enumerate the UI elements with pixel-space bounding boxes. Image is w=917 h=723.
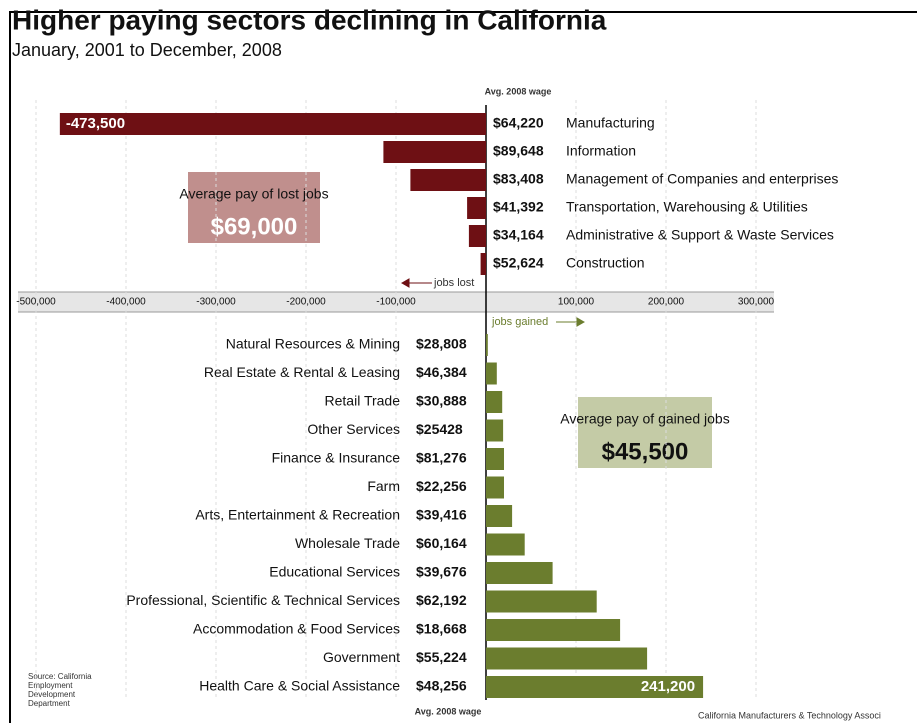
category-label: Real Estate & Rental & Leasing bbox=[204, 364, 400, 380]
wage-label: $34,164 bbox=[493, 227, 544, 243]
category-label: Health Care & Social Assistance bbox=[199, 678, 400, 694]
bar bbox=[486, 533, 525, 556]
x-tick-label: -200,000 bbox=[286, 297, 326, 308]
source: Source: California Employment Developmen… bbox=[28, 672, 92, 708]
category-label: Professional, Scientific & Technical Ser… bbox=[126, 592, 400, 608]
wage-label: $30,888 bbox=[416, 393, 467, 409]
wage-header: Avg. 2008 wage bbox=[415, 706, 482, 716]
credit: California Manufacturers & Technology As… bbox=[698, 710, 881, 720]
x-tick-label: -400,000 bbox=[106, 297, 146, 308]
wage-label: $41,392 bbox=[493, 199, 544, 215]
lost-box-value: $69,000 bbox=[211, 213, 298, 240]
bar bbox=[486, 362, 497, 385]
bar bbox=[486, 676, 704, 698]
wage-label: $18,668 bbox=[416, 621, 467, 637]
value-label: -473,500 bbox=[66, 115, 125, 132]
source-box: Source: California Employment Developmen… bbox=[28, 672, 92, 708]
bar bbox=[486, 334, 488, 356]
bar bbox=[486, 476, 504, 499]
category-label: Transportation, Warehousing & Utilities bbox=[566, 199, 808, 215]
bar bbox=[486, 647, 648, 670]
gained-arrow bbox=[556, 317, 586, 327]
x-tick-label: -500,000 bbox=[16, 297, 56, 308]
category-label: Farm bbox=[367, 478, 400, 494]
category-label: Wholesale Trade bbox=[295, 535, 400, 551]
bar bbox=[486, 619, 621, 641]
x-tick-label: -300,000 bbox=[196, 297, 236, 308]
wage-label: $89,648 bbox=[493, 143, 544, 159]
lost-arrow-label: jobs lost bbox=[433, 277, 474, 289]
wage-label: $83,408 bbox=[493, 171, 544, 187]
lost-box-text: Average pay of lost jobs bbox=[179, 186, 328, 202]
bar bbox=[486, 419, 504, 442]
bar bbox=[486, 590, 597, 613]
wage-label: $46,384 bbox=[416, 364, 467, 380]
x-tick-label: 200,000 bbox=[648, 297, 685, 308]
category-label: Natural Resources & Mining bbox=[226, 336, 400, 352]
bar bbox=[480, 253, 486, 275]
bar bbox=[486, 391, 503, 413]
lost-arrow bbox=[400, 278, 432, 288]
category-label: Manufacturing bbox=[566, 115, 655, 131]
bar bbox=[486, 562, 553, 584]
axis-band bbox=[18, 292, 774, 312]
wage-label: $39,676 bbox=[416, 564, 467, 580]
wage-label: $25428 bbox=[416, 421, 463, 437]
frame bbox=[9, 11, 917, 723]
category-label: Construction bbox=[566, 255, 645, 271]
category-label: Educational Services bbox=[269, 564, 400, 580]
wage-label: $60,164 bbox=[416, 535, 467, 551]
chart-title: Higher paying sectors declining in Calif… bbox=[12, 4, 607, 35]
category-label: Finance & Insurance bbox=[272, 450, 401, 466]
gained-arrow-label: jobs gained bbox=[491, 316, 548, 328]
wage-label: $28,808 bbox=[416, 336, 467, 352]
wage-label: $55,224 bbox=[416, 649, 467, 665]
bar bbox=[59, 113, 486, 135]
gained-box-value: $45,500 bbox=[602, 438, 689, 465]
category-label: Other Services bbox=[307, 421, 400, 437]
category-label: Management of Companies and enterprises bbox=[566, 171, 838, 187]
x-tick-label: 100,000 bbox=[558, 297, 595, 308]
category-label: Administrative & Support & Waste Service… bbox=[566, 227, 834, 243]
gained-box-text: Average pay of gained jobs bbox=[560, 411, 729, 427]
category-label: Arts, Entertainment & Recreation bbox=[195, 507, 400, 523]
bar bbox=[383, 141, 486, 163]
value-label: 241,200 bbox=[641, 678, 695, 695]
chart-subtitle: January, 2001 to December, 2008 bbox=[12, 40, 282, 60]
bar bbox=[467, 197, 486, 219]
gained-box bbox=[578, 397, 712, 468]
category-label: Retail Trade bbox=[325, 393, 401, 409]
category-label: Information bbox=[566, 143, 636, 159]
category-label: Accommodation & Food Services bbox=[193, 621, 400, 637]
x-tick-label: 300,000 bbox=[738, 297, 775, 308]
bar bbox=[468, 225, 486, 247]
wage-label: $64,220 bbox=[493, 115, 544, 131]
wage-label: $22,256 bbox=[416, 478, 467, 494]
bar bbox=[410, 169, 486, 191]
lost-box bbox=[188, 172, 320, 243]
category-label: Government bbox=[323, 649, 400, 665]
bar bbox=[486, 505, 513, 527]
wage-label: $48,256 bbox=[416, 678, 467, 694]
wage-label: $81,276 bbox=[416, 450, 467, 466]
wage-label: $39,416 bbox=[416, 507, 467, 523]
wage-label: $52,624 bbox=[493, 255, 544, 271]
bar bbox=[486, 448, 504, 470]
wage-label: $62,192 bbox=[416, 592, 467, 608]
x-tick-label: -100,000 bbox=[376, 297, 416, 308]
wage-header: Avg. 2008 wage bbox=[485, 86, 552, 96]
